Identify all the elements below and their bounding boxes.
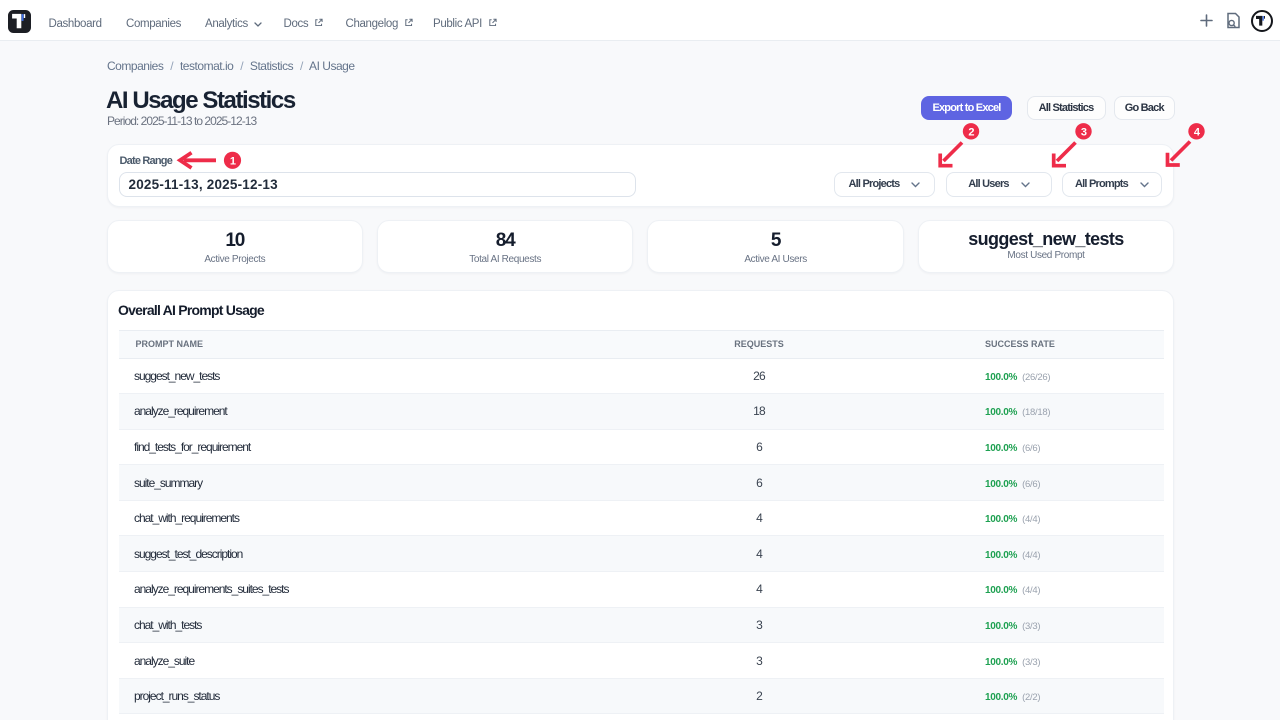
svg-text:3: 3 (1081, 126, 1087, 138)
svg-text:4: 4 (1194, 126, 1201, 138)
svg-text:2: 2 (968, 126, 974, 138)
